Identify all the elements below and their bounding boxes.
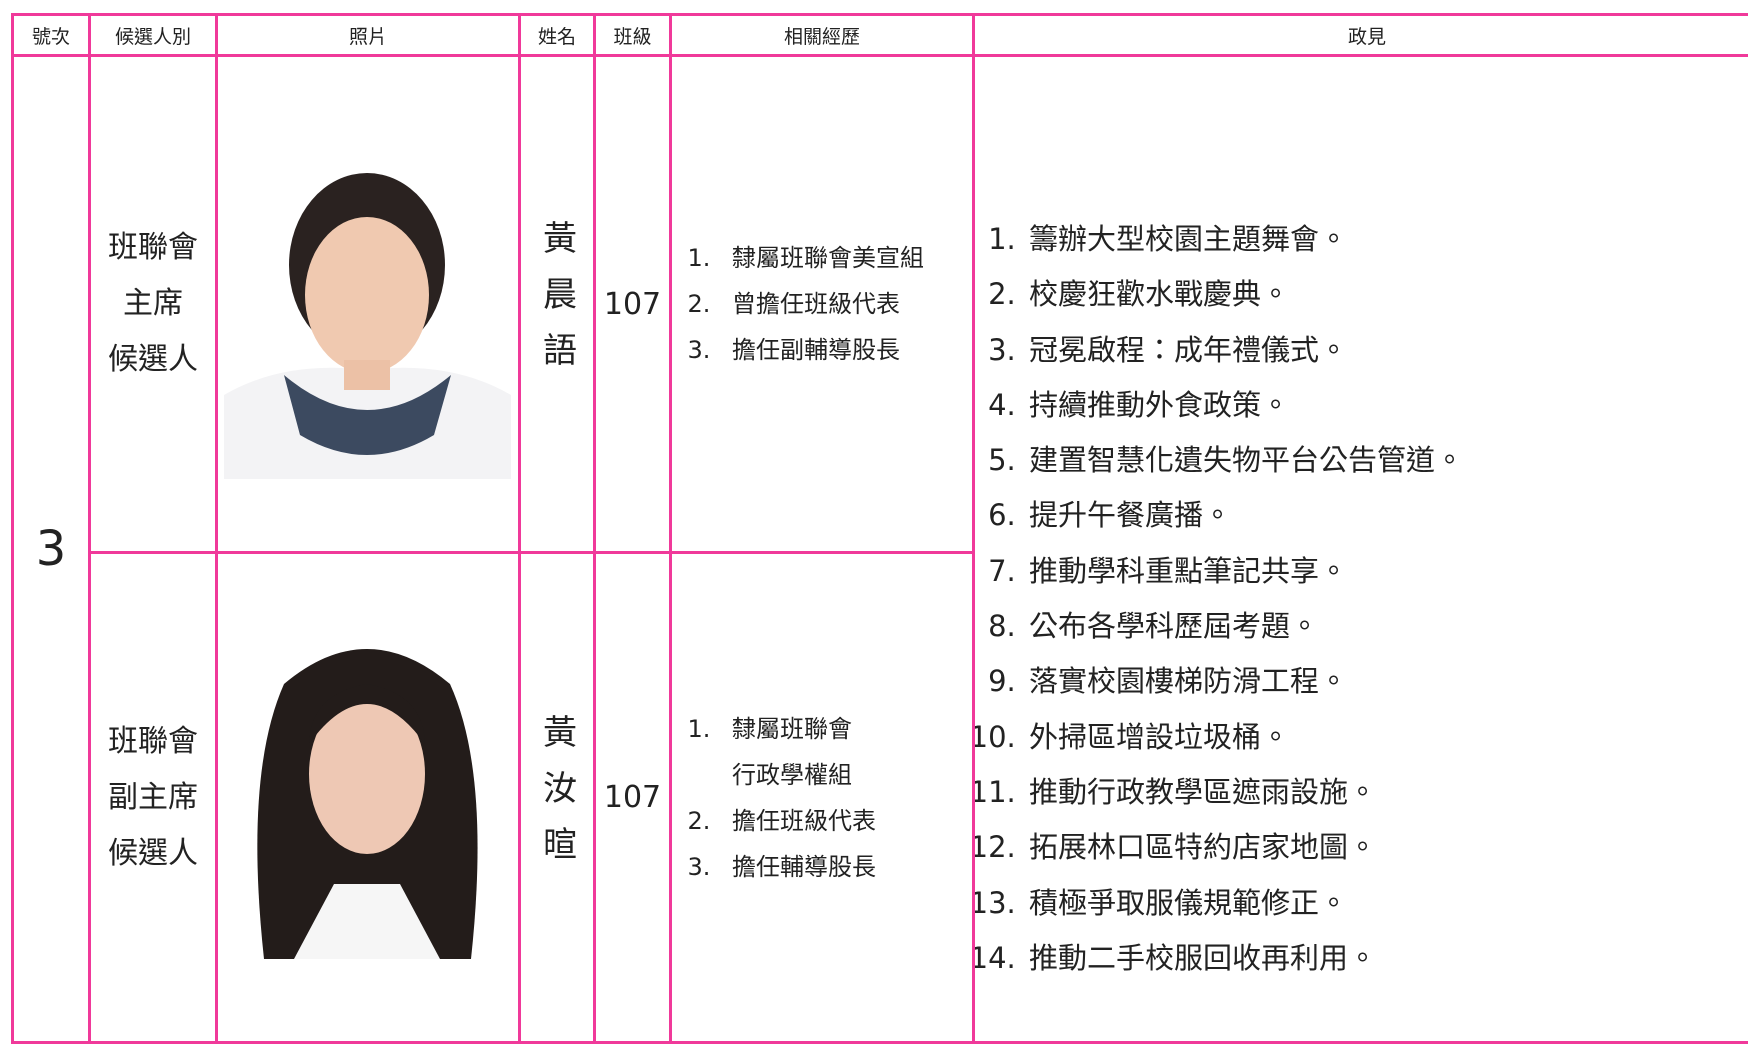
- header-cell: 相關經歷: [669, 13, 975, 57]
- photo: [224, 145, 511, 479]
- header-cell: 班級: [593, 13, 672, 57]
- header-cell: 候選人別: [88, 13, 218, 57]
- experience-line: 隸屬班聯會美宣組: [732, 244, 924, 272]
- name-cell: 黃晨語: [518, 54, 596, 554]
- policy-item: 外掃區增設垃圾桶。: [1025, 710, 1464, 765]
- policy-item: 校慶狂歡水戰慶典。: [1025, 267, 1464, 322]
- number: 3: [11, 54, 91, 1044]
- experience-cell: 隸屬班聯會行政學權組擔任班級代表擔任輔導股長: [669, 551, 975, 1044]
- experience-line: 隸屬班聯會: [732, 714, 852, 743]
- policy-item: 公布各學科歷屆考題。: [1025, 599, 1464, 654]
- experience-list: 隸屬班聯會美宣組曾擔任班級代表擔任副輔導股長: [672, 235, 924, 373]
- experience-list: 隸屬班聯會行政學權組擔任班級代表擔任輔導股長: [672, 706, 876, 890]
- experience-line: 擔任班級代表: [732, 806, 876, 835]
- experience-item: 曾擔任班級代表: [718, 281, 924, 327]
- type-line: 候選人: [108, 835, 198, 871]
- policy-item: 持續推動外食政策。: [1025, 378, 1464, 433]
- policy-list: 籌辦大型校園主題舞會。校慶狂歡水戰慶典。冠冕啟程：成年禮儀式。持續推動外食政策。…: [975, 212, 1464, 986]
- policy-item: 建置智慧化遺失物平台公告管道。: [1025, 433, 1464, 488]
- policy-item: 積極爭取服儀規範修正。: [1025, 876, 1464, 931]
- header-cell: 政見: [972, 13, 1748, 57]
- photo: [224, 624, 511, 959]
- type-line: 候選人: [108, 342, 198, 377]
- experience-line: 擔任輔導股長: [732, 852, 876, 881]
- class-cell: 107: [593, 54, 672, 554]
- experience-cell: 隸屬班聯會美宣組曾擔任班級代表擔任副輔導股長: [669, 54, 975, 554]
- experience-line: 行政學權組: [732, 760, 852, 789]
- type-line: 班聯會: [108, 230, 198, 265]
- header-cell: 號次: [11, 13, 91, 57]
- experience-item: 隸屬班聯會美宣組: [718, 235, 924, 281]
- header-cell: 照片: [215, 13, 521, 57]
- policy-cell: 籌辦大型校園主題舞會。校慶狂歡水戰慶典。冠冕啟程：成年禮儀式。持續推動外食政策。…: [972, 54, 1748, 1044]
- name-cell: 黃汝暄: [518, 551, 596, 1044]
- policy-item: 落實校園樓梯防滑工程。: [1025, 654, 1464, 709]
- type-text: 班聯會 主席 候選人: [108, 220, 198, 388]
- experience-item: 擔任副輔導股長: [718, 327, 924, 373]
- experience-item: 擔任班級代表: [718, 798, 876, 844]
- policy-item: 冠冕啟程：成年禮儀式。: [1025, 323, 1464, 378]
- type-line: 主席: [123, 286, 183, 321]
- policy-item: 拓展林口區特約店家地圖。: [1025, 820, 1464, 875]
- type-cell: 班聯會 副主席 候選人: [88, 551, 218, 1044]
- policy-item: 推動二手校服回收再利用。: [1025, 931, 1464, 986]
- type-text: 班聯會 副主席 候選人: [108, 714, 198, 882]
- type-line: 副主席: [108, 779, 198, 815]
- type-line: 班聯會: [108, 723, 198, 759]
- experience-line: 曾擔任班級代表: [732, 290, 900, 318]
- policy-item: 推動學科重點筆記共享。: [1025, 544, 1464, 599]
- type-cell: 班聯會 主席 候選人: [88, 54, 218, 554]
- policy-item: 籌辦大型校園主題舞會。: [1025, 212, 1464, 267]
- experience-item: 擔任輔導股長: [718, 844, 876, 890]
- name: 黃晨語: [536, 220, 577, 388]
- experience-line: 擔任副輔導股長: [732, 336, 900, 364]
- class-cell: 107: [593, 551, 672, 1044]
- policy-item: 提升午餐廣播。: [1025, 488, 1464, 543]
- name: 黃汝暄: [536, 713, 577, 882]
- policy-item: 推動行政教學區遮雨設施。: [1025, 765, 1464, 820]
- header-cell: 姓名: [518, 13, 596, 57]
